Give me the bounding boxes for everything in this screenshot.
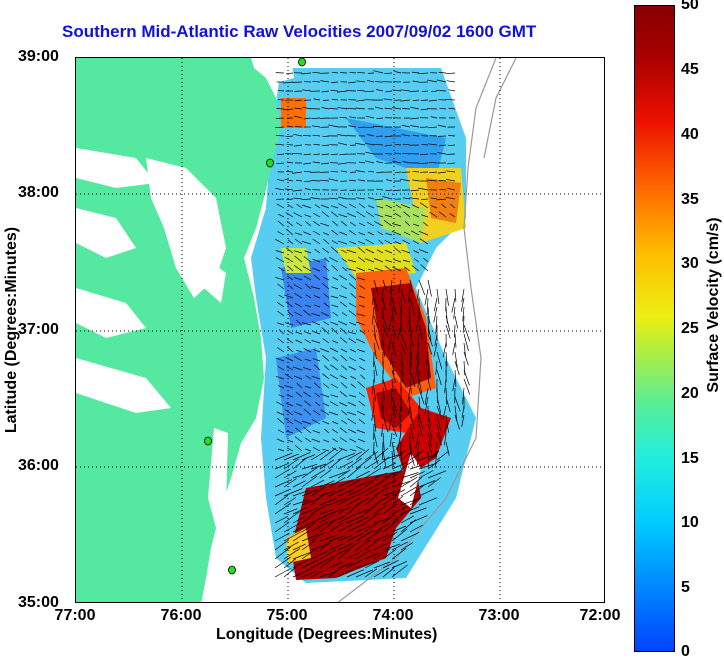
x-tick: 75:00 <box>267 607 308 625</box>
y-tick: 39:00 <box>18 48 59 66</box>
velocity-arrow <box>311 181 320 182</box>
colorbar-tick: 5 <box>681 579 690 597</box>
y-tick: 37:00 <box>18 321 59 339</box>
velocity-arrow <box>276 109 284 110</box>
velocity-arrow <box>464 370 469 385</box>
x-tick: 76:00 <box>161 607 202 625</box>
velocity-arrow <box>446 154 455 155</box>
velocity-arrow <box>455 334 456 348</box>
colorbar-tick: 40 <box>681 126 699 144</box>
velocity-arrow <box>427 298 428 315</box>
velocity-arrow <box>422 91 428 92</box>
velocity-arrow <box>464 352 468 365</box>
velocity-arrow <box>350 172 356 173</box>
map-svg <box>76 58 605 603</box>
velocity-arrow <box>446 73 455 74</box>
velocity-arrow <box>421 100 428 101</box>
velocity-arrow <box>454 307 455 319</box>
velocity-arrow <box>464 361 465 375</box>
colorbar-tick: 20 <box>681 385 699 403</box>
velocity-arrow <box>285 154 293 155</box>
velocity-arrow <box>437 289 439 304</box>
x-tick: 72:00 <box>580 607 621 625</box>
velocity-arrow <box>464 325 470 341</box>
velocity-arrow <box>446 289 449 306</box>
y-tick: 35:00 <box>18 594 59 612</box>
colorbar-tick: 15 <box>681 450 699 468</box>
map-plot-area <box>75 57 605 603</box>
velocity-arrow <box>401 397 402 411</box>
velocity-arrow <box>455 289 456 302</box>
map-title: Southern Mid-Atlantic Raw Velocities 200… <box>62 22 536 42</box>
velocity-arrow <box>286 172 293 173</box>
velocity-arrow <box>455 316 458 328</box>
velocity-arrow <box>453 343 455 355</box>
velocity-arrow <box>276 118 284 119</box>
x-tick: 77:00 <box>55 607 96 625</box>
y-axis-label: Latitude (Degrees:Minutes) <box>3 227 21 433</box>
velocity-arrow <box>349 190 356 191</box>
velocity-arrow <box>428 280 432 297</box>
velocity-arrow <box>323 100 329 101</box>
velocity-arrow <box>455 361 459 375</box>
x-tick: 73:00 <box>479 607 520 625</box>
velocity-arrow <box>329 109 338 110</box>
colorbar-tick: 25 <box>681 320 699 338</box>
velocity-arrow <box>447 81 456 82</box>
colorbar-tick: 35 <box>681 191 699 209</box>
velocity-arrow <box>464 379 470 394</box>
velocity-arrow <box>410 91 419 92</box>
y-tick: 36:00 <box>18 457 59 475</box>
velocity-arrow <box>446 325 450 338</box>
y-tick: 38:00 <box>18 184 59 202</box>
velocity-arrow <box>446 316 450 331</box>
velocity-arrow <box>402 109 410 110</box>
colorbar-tick: 50 <box>681 0 699 14</box>
colorbar-tick: 0 <box>681 643 690 661</box>
colorbar <box>634 5 675 652</box>
colorbar-tick: 10 <box>681 514 699 532</box>
velocity-arrow <box>413 136 419 137</box>
velocity-arrow <box>295 127 302 128</box>
velocity-arrow <box>449 90 456 91</box>
velocity-arrow <box>463 316 464 333</box>
colorbar-label: Surface Velocity (cm/s) <box>705 217 723 392</box>
velocity-arrow <box>419 280 425 295</box>
x-tick: 74:00 <box>373 607 414 625</box>
velocity-arrow <box>278 91 284 92</box>
velocity-arrow <box>275 569 291 578</box>
colorbar-tick: 30 <box>681 255 699 273</box>
colorbar-tick: 45 <box>681 61 699 79</box>
x-axis-label: Longitude (Degrees:Minutes) <box>216 626 437 644</box>
